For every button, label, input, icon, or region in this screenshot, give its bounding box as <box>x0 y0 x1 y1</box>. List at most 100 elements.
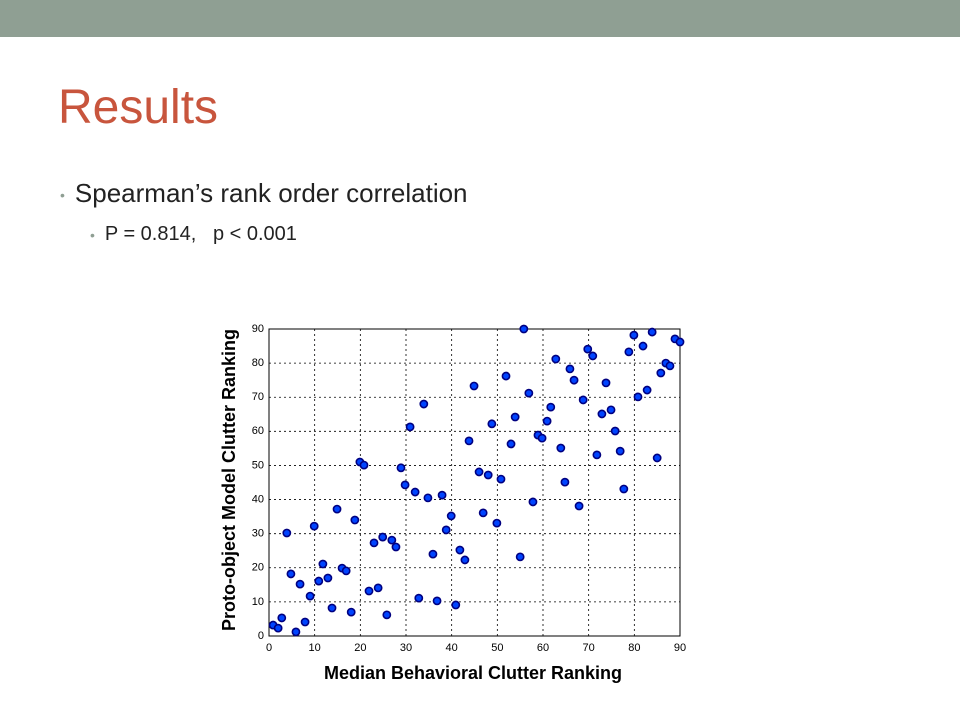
y-tick-label: 60 <box>252 425 264 437</box>
point <box>350 515 360 525</box>
point <box>474 467 484 477</box>
point <box>273 623 283 633</box>
point <box>286 569 296 579</box>
y-tick-label: 10 <box>252 596 264 608</box>
point <box>396 463 406 473</box>
point <box>341 566 351 576</box>
point <box>359 460 369 470</box>
bullet: • Spearman’s rank order correlation <box>60 178 468 208</box>
point <box>506 439 516 449</box>
point <box>400 480 410 490</box>
point <box>437 490 447 500</box>
point <box>277 613 287 623</box>
point <box>675 337 685 347</box>
point <box>300 617 310 627</box>
point <box>295 579 305 589</box>
point <box>578 395 588 405</box>
point <box>546 402 556 412</box>
point <box>560 477 570 487</box>
point <box>665 361 675 371</box>
sub-bullet: • P = 0.814, p < 0.001 <box>90 223 297 245</box>
x-axis-label: Median Behavioral Clutter Ranking <box>324 663 622 683</box>
x-tick-label: 40 <box>446 642 458 654</box>
point <box>601 378 611 388</box>
y-axis-label: Proto-object Model Clutter Ranking <box>219 329 239 631</box>
bullet-text: Spearman’s rank order correlation <box>74 178 468 208</box>
point <box>633 392 643 402</box>
x-tick-label: 90 <box>674 642 686 654</box>
point <box>314 576 324 586</box>
point <box>483 470 493 480</box>
point <box>519 324 529 334</box>
point <box>515 552 525 562</box>
point <box>556 443 566 453</box>
point <box>565 364 575 374</box>
point <box>647 327 657 337</box>
x-tick-label: 60 <box>537 642 549 654</box>
point <box>318 559 328 569</box>
point <box>460 555 470 565</box>
point <box>451 600 461 610</box>
y-tick-label: 40 <box>252 493 264 505</box>
point <box>391 542 401 552</box>
point <box>332 504 342 514</box>
point <box>446 511 456 521</box>
point <box>524 388 534 398</box>
y-tick-label: 70 <box>252 391 264 403</box>
y-tick-label: 90 <box>252 323 264 335</box>
point <box>405 422 415 432</box>
x-tick-label: 10 <box>309 642 321 654</box>
top-bar <box>0 0 960 37</box>
point <box>588 351 598 361</box>
x-tick-label: 50 <box>491 642 503 654</box>
point <box>510 412 520 422</box>
point <box>323 573 333 583</box>
point <box>478 508 488 518</box>
plot-area <box>268 328 681 637</box>
point <box>583 344 593 354</box>
point <box>428 549 438 559</box>
slide-title: Results <box>58 81 219 134</box>
point <box>419 399 429 409</box>
point <box>469 381 479 391</box>
point <box>364 586 374 596</box>
point <box>652 453 662 463</box>
point <box>606 405 616 415</box>
point <box>410 487 420 497</box>
y-tick-label: 20 <box>252 562 264 574</box>
point <box>387 535 397 545</box>
point <box>501 371 511 381</box>
point <box>638 341 648 351</box>
point <box>629 330 639 340</box>
point <box>414 593 424 603</box>
point <box>624 347 634 357</box>
point <box>592 450 602 460</box>
point <box>656 368 666 378</box>
point <box>455 545 465 555</box>
point <box>382 610 392 620</box>
x-tick-label: 0 <box>266 642 272 654</box>
x-tick-label: 30 <box>400 642 412 654</box>
point <box>615 446 625 456</box>
point <box>346 607 356 617</box>
point <box>432 596 442 606</box>
point <box>423 493 433 503</box>
point <box>542 416 552 426</box>
y-tick-label: 80 <box>252 357 264 369</box>
x-tick-label: 70 <box>583 642 595 654</box>
point <box>378 532 388 542</box>
bullet-text: P = 0.814, p < 0.001 <box>104 223 297 245</box>
point <box>373 583 383 593</box>
point <box>528 497 538 507</box>
point <box>464 436 474 446</box>
point <box>537 433 547 443</box>
point <box>487 419 497 429</box>
point <box>574 501 584 511</box>
point <box>610 426 620 436</box>
point <box>282 528 292 538</box>
y-tick-label: 0 <box>258 630 264 642</box>
point <box>327 603 337 613</box>
point <box>309 521 319 531</box>
